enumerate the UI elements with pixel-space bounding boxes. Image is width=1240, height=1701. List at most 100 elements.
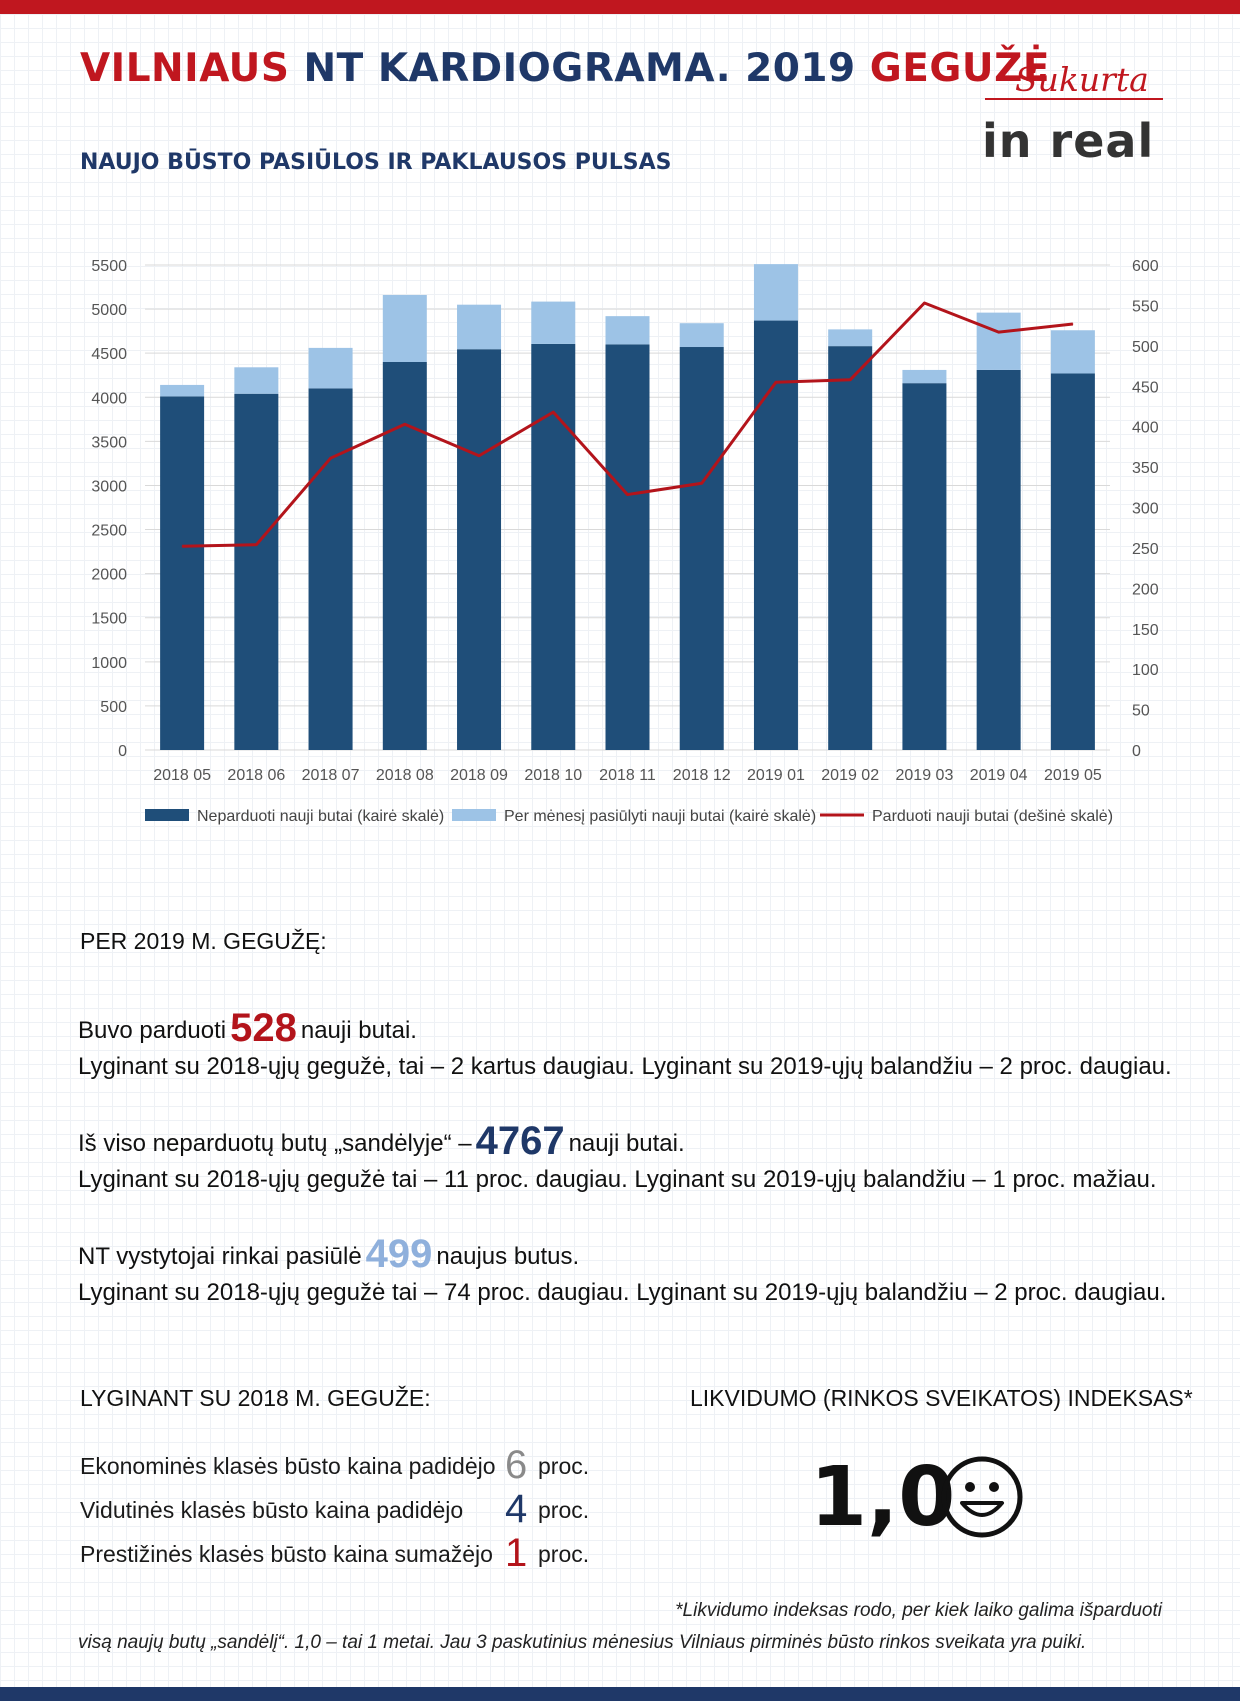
- bar-offered: [382, 294, 427, 362]
- y-left-tick-label: 4500: [91, 346, 127, 363]
- line-point: [923, 302, 925, 304]
- bar-offered: [457, 304, 502, 350]
- y-right-tick-label: 400: [1132, 420, 1159, 437]
- comparison-label: Ekonominės klasės būsto kaina padidėjo: [80, 1453, 496, 1479]
- x-tick-label: 2018 08: [376, 767, 434, 784]
- top-accent-bar: [0, 0, 1240, 14]
- comparison-value: 6: [505, 1443, 528, 1487]
- y-right-tick-label: 0: [1132, 743, 1141, 760]
- x-tick-label: 2019 03: [896, 767, 954, 784]
- line-point: [330, 457, 332, 459]
- legend-offered-swatch: [452, 809, 496, 821]
- legend-offered-label: Per mėnesį pasiūlyti nauji butai (kairė …: [504, 808, 816, 825]
- stat-sold-detail: Lyginant su 2018-ųjų gegužė, tai – 2 kar…: [78, 1053, 1172, 1080]
- comparison-value: 1: [505, 1531, 528, 1575]
- stat-stock: Iš viso neparduotų butų „sandėlyje“ –476…: [78, 1121, 1157, 1198]
- line-point: [478, 455, 480, 457]
- stat-sold-post: nauji butai.: [300, 1017, 417, 1044]
- line-point: [181, 545, 183, 547]
- line-point: [1072, 323, 1074, 325]
- y-left-tick-label: 5000: [91, 302, 127, 319]
- x-tick-label: 2018 06: [227, 767, 285, 784]
- y-right-tick-label: 550: [1132, 298, 1159, 315]
- y-right-tick-label: 500: [1132, 339, 1159, 356]
- stat-stock-post: nauji butai.: [568, 1130, 685, 1157]
- bar-unsold: [531, 343, 576, 750]
- comparison-unit: proc.: [538, 1541, 590, 1567]
- brand-sukurta: Sukurta: [1015, 60, 1149, 99]
- chart-legend: Neparduoti nauji butai (kairė skalė) Per …: [145, 808, 1113, 825]
- line-point: [998, 331, 1000, 333]
- y-left-tick-label: 1000: [91, 655, 127, 672]
- x-tick-label: 2019 05: [1044, 767, 1102, 784]
- legend-unsold-label: Neparduoti nauji butai (kairė skalė): [197, 808, 444, 825]
- x-tick-label: 2019 02: [821, 767, 879, 784]
- comparison-heading: LYGINANT SU 2018 M. GEGUŽE:: [80, 1385, 431, 1411]
- stat-stock-value: 4767: [475, 1119, 565, 1163]
- y-left-tick-label: 1500: [91, 611, 127, 628]
- x-tick-label: 2018 07: [302, 767, 360, 784]
- chart: 0500100015002000250030003500400045005000…: [91, 258, 1158, 825]
- bar-unsold: [679, 347, 724, 750]
- stat-stock-detail: Lyginant su 2018-ųjų gegužė tai – 11 pro…: [78, 1166, 1157, 1193]
- y-right-tick-label: 50: [1132, 703, 1150, 720]
- stat-offered-detail: Lyginant su 2018-ųjų gegužė tai – 74 pro…: [78, 1279, 1167, 1306]
- y-right-tick-label: 200: [1132, 581, 1159, 598]
- bar-offered: [531, 301, 576, 344]
- bar-unsold: [902, 383, 947, 750]
- bar-unsold: [1050, 373, 1095, 750]
- stat-offered-value: 499: [365, 1232, 433, 1276]
- brand-underline: [985, 98, 1163, 100]
- y-right-tick-label: 300: [1132, 501, 1159, 518]
- page-title: VILNIAUS NT KARDIOGRAMA. 2019 GEGUŽĖ: [80, 46, 1050, 91]
- bar-unsold: [457, 349, 502, 750]
- line-point: [701, 482, 703, 484]
- bar-unsold: [308, 388, 353, 750]
- comparison-label: Prestižinės klasės būsto kaina sumažėjo: [80, 1541, 493, 1567]
- comparison-value: 4: [505, 1487, 528, 1531]
- bar-offered: [1050, 330, 1095, 374]
- line-series: [181, 301, 1074, 548]
- bar-offered: [753, 264, 798, 321]
- comparison-label: Vidutinės klasės būsto kaina padidėjo: [80, 1497, 464, 1523]
- chart-subtitle: NAUJO BŪSTO PASIŪLOS IR PAKLAUSOS PULSAS: [80, 150, 672, 175]
- y-left-tick-label: 3000: [91, 478, 127, 495]
- stat-sold: Buvo parduoti 528 nauji butai. Lyginant su…: [78, 1008, 1172, 1085]
- line-point: [775, 381, 777, 383]
- bar-offered: [828, 329, 873, 347]
- line-point: [849, 379, 851, 381]
- stat-offered: NT vystytojai rinkai pasiūlė 499 naujus bu…: [78, 1234, 1167, 1311]
- x-tick-label: 2018 11: [599, 767, 656, 784]
- y-right-tick-label: 100: [1132, 662, 1159, 679]
- legend-sold-label: Parduoti nauji butai (dešinė skalė): [872, 808, 1113, 825]
- bar-unsold: [160, 396, 205, 750]
- y-right-tick-label: 350: [1132, 460, 1159, 477]
- stat-offered-pre: NT vystytojai rinkai pasiūlė: [78, 1243, 362, 1270]
- y-right-tick-label: 600: [1132, 258, 1159, 275]
- stats-heading: PER 2019 M. GEGUŽĘ:: [80, 928, 327, 954]
- x-tick-label: 2018 12: [673, 767, 731, 784]
- brand-logo: in real: [982, 114, 1155, 168]
- bar-unsold: [976, 369, 1021, 750]
- y-left-tick-label: 2500: [91, 523, 127, 540]
- line-point: [404, 423, 406, 425]
- bar-unsold: [753, 320, 798, 750]
- stat-sold-pre: Buvo parduoti: [78, 1017, 227, 1044]
- bar-offered: [902, 369, 947, 384]
- line-point: [552, 411, 554, 413]
- line-point: [255, 544, 257, 546]
- index-heading: LIKVIDUMO (RINKOS SVEIKATOS) INDEKSAS*: [690, 1385, 1193, 1411]
- axis-ticks: 0500100015002000250030003500400045005000…: [91, 258, 1158, 784]
- footnote-line-2: visą naujų butų „sandėlį“. 1,0 – tai 1 m…: [78, 1632, 1087, 1653]
- stat-stock-pre: Iš viso neparduotų butų „sandėlyje“ –: [78, 1130, 472, 1157]
- y-left-tick-label: 3500: [91, 434, 127, 451]
- x-tick-label: 2019 04: [970, 767, 1028, 784]
- comparison-unit: proc.: [538, 1497, 590, 1523]
- bar-offered: [679, 323, 724, 348]
- y-left-tick-label: 2000: [91, 567, 127, 584]
- bar-unsold: [234, 393, 279, 750]
- smiley-icon: [941, 1456, 1023, 1538]
- title-part-main: NT KARDIOGRAMA. 2019: [289, 46, 870, 91]
- stat-sold-value: 528: [230, 1006, 297, 1050]
- title-part-month: GEGUŽĖ: [869, 46, 1051, 91]
